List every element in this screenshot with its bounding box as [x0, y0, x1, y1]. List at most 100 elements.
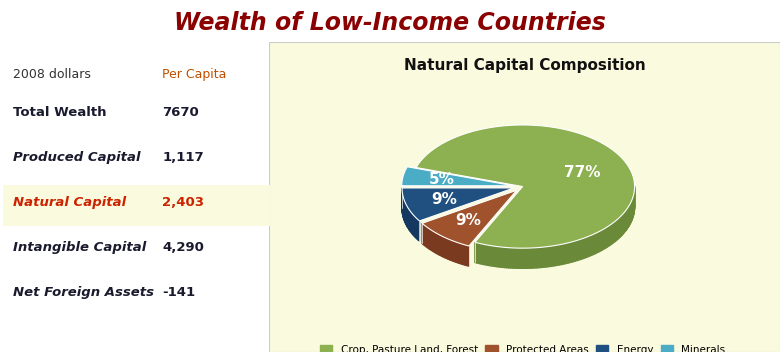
Polygon shape: [601, 230, 602, 251]
Polygon shape: [433, 231, 434, 252]
Polygon shape: [610, 224, 611, 245]
Polygon shape: [438, 234, 439, 255]
Text: 9%: 9%: [456, 213, 481, 228]
Polygon shape: [511, 248, 512, 268]
Polygon shape: [458, 243, 460, 264]
Polygon shape: [573, 241, 575, 262]
Polygon shape: [570, 242, 572, 263]
Polygon shape: [428, 228, 429, 249]
Polygon shape: [589, 236, 590, 257]
Polygon shape: [486, 245, 488, 265]
Polygon shape: [477, 243, 478, 263]
Text: 2008 dollars: 2008 dollars: [13, 68, 90, 81]
Polygon shape: [475, 242, 477, 263]
Polygon shape: [592, 234, 594, 255]
Polygon shape: [499, 247, 501, 267]
Polygon shape: [622, 213, 623, 234]
Polygon shape: [460, 243, 462, 264]
Polygon shape: [526, 248, 528, 268]
Text: Natural Capital: Natural Capital: [13, 196, 126, 209]
Polygon shape: [466, 245, 467, 266]
Polygon shape: [417, 219, 418, 240]
Polygon shape: [618, 218, 619, 239]
Polygon shape: [482, 244, 484, 265]
Polygon shape: [603, 228, 604, 250]
Polygon shape: [538, 247, 540, 268]
Polygon shape: [602, 229, 603, 250]
Polygon shape: [621, 215, 622, 237]
Polygon shape: [583, 238, 585, 258]
Polygon shape: [523, 248, 524, 268]
Text: Per Capita: Per Capita: [162, 68, 227, 81]
Polygon shape: [402, 188, 514, 221]
Text: 5%: 5%: [429, 172, 455, 187]
Polygon shape: [619, 217, 620, 238]
Polygon shape: [530, 248, 532, 268]
Polygon shape: [582, 238, 583, 259]
Polygon shape: [534, 248, 536, 268]
Polygon shape: [416, 125, 635, 248]
Text: 2,403: 2,403: [162, 196, 204, 209]
Polygon shape: [462, 244, 463, 265]
Polygon shape: [568, 243, 570, 263]
Polygon shape: [452, 240, 453, 261]
Polygon shape: [608, 225, 610, 246]
Polygon shape: [427, 227, 428, 248]
Polygon shape: [422, 190, 516, 246]
Polygon shape: [507, 247, 509, 268]
Polygon shape: [604, 228, 606, 249]
Polygon shape: [561, 244, 562, 265]
Polygon shape: [594, 233, 596, 254]
Polygon shape: [542, 247, 544, 268]
Polygon shape: [536, 247, 538, 268]
Polygon shape: [439, 234, 441, 256]
Polygon shape: [565, 243, 566, 264]
Polygon shape: [431, 230, 432, 251]
Polygon shape: [463, 245, 466, 265]
Polygon shape: [450, 240, 452, 260]
Text: Wealth of Low-Income Countries: Wealth of Low-Income Countries: [174, 11, 606, 34]
Polygon shape: [532, 248, 534, 268]
Polygon shape: [490, 245, 491, 266]
Polygon shape: [551, 246, 554, 266]
Text: 9%: 9%: [431, 191, 457, 207]
Text: Intangible Capital: Intangible Capital: [13, 241, 146, 254]
Polygon shape: [412, 213, 413, 234]
Polygon shape: [590, 235, 592, 256]
Polygon shape: [596, 232, 597, 253]
Polygon shape: [515, 248, 516, 268]
Polygon shape: [441, 236, 443, 257]
Polygon shape: [445, 238, 446, 258]
Polygon shape: [491, 246, 493, 266]
Polygon shape: [548, 246, 550, 267]
Polygon shape: [453, 241, 455, 262]
Legend: Crop, Pasture Land, Forest, Protected Areas, Energy, Minerals: Crop, Pasture Land, Forest, Protected Ar…: [316, 340, 729, 352]
Polygon shape: [493, 246, 495, 266]
Polygon shape: [524, 248, 527, 268]
Polygon shape: [597, 232, 599, 252]
Polygon shape: [509, 248, 511, 268]
FancyBboxPatch shape: [2, 185, 271, 226]
Polygon shape: [446, 238, 448, 259]
Polygon shape: [505, 247, 507, 268]
Polygon shape: [512, 248, 515, 268]
Polygon shape: [540, 247, 542, 268]
Text: 1,117: 1,117: [162, 151, 204, 164]
Polygon shape: [575, 240, 577, 261]
Polygon shape: [528, 248, 530, 268]
Polygon shape: [497, 246, 499, 267]
Polygon shape: [623, 212, 624, 233]
Polygon shape: [426, 226, 427, 247]
Polygon shape: [424, 225, 426, 246]
Polygon shape: [620, 216, 621, 237]
Text: Natural Capital Composition: Natural Capital Composition: [404, 58, 645, 73]
Polygon shape: [495, 246, 497, 267]
Text: 7670: 7670: [162, 106, 199, 119]
Polygon shape: [587, 236, 589, 257]
Polygon shape: [611, 224, 612, 245]
Polygon shape: [577, 240, 579, 260]
Polygon shape: [550, 246, 551, 266]
Polygon shape: [402, 167, 514, 186]
Text: -141: -141: [162, 286, 195, 298]
Polygon shape: [554, 245, 555, 266]
